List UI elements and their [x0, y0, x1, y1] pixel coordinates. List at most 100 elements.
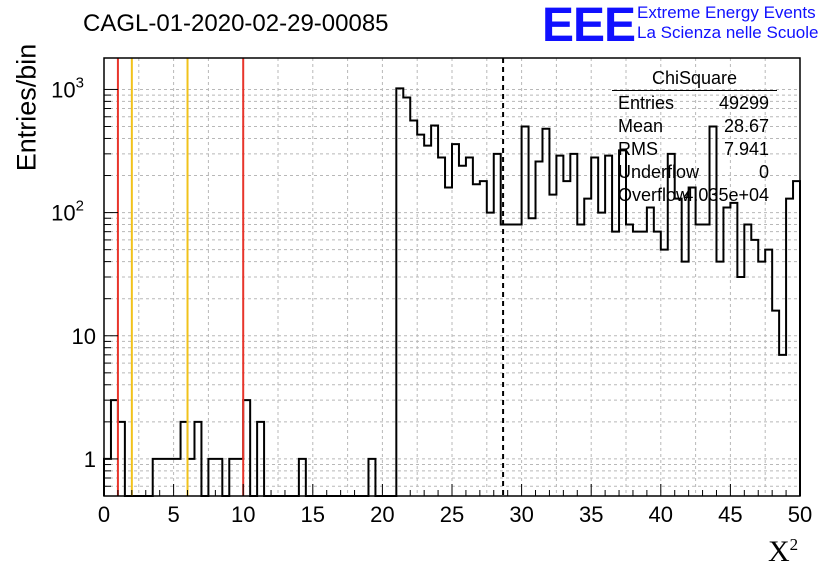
y-tick-label: 102: [51, 198, 84, 226]
histogram-bin: [563, 181, 570, 496]
histogram-bin: [696, 225, 703, 496]
stats-key: Entries: [618, 93, 675, 113]
histogram-bin: [111, 400, 118, 496]
histogram-bin: [417, 135, 424, 496]
stats-title: ChiSquare: [612, 68, 777, 91]
x-axis-label-base: X: [768, 535, 790, 568]
histogram-bin: [570, 154, 577, 496]
histogram-bin: [556, 156, 563, 496]
histogram-bin: [174, 459, 181, 496]
x-tick-label: 50: [788, 502, 812, 527]
histogram-bin: [410, 120, 417, 496]
x-tick-label: 15: [301, 502, 325, 527]
stats-key: RMS: [618, 139, 658, 159]
histogram-bin: [167, 459, 174, 496]
stats-value: 49299: [718, 93, 769, 113]
histogram-bin: [716, 262, 723, 496]
y-tick-label: 10: [72, 324, 96, 349]
histogram-bin: [577, 225, 584, 496]
stats-row-underflow: Underflow 0: [612, 162, 777, 185]
histogram-bin: [703, 225, 710, 496]
stats-value: 28.67: [723, 116, 769, 136]
histogram-bin: [549, 195, 556, 496]
histogram-bin: [744, 225, 751, 496]
histogram-bin: [786, 199, 793, 496]
histogram-bin: [515, 225, 522, 496]
histogram-bin: [737, 277, 744, 496]
x-tick-label: 35: [579, 502, 603, 527]
histogram-bin: [682, 262, 689, 496]
x-tick-label: 40: [649, 502, 673, 527]
stats-row-rms: RMS 7.941: [612, 139, 777, 162]
histogram-bin: [626, 225, 633, 496]
x-tick-label: 5: [167, 502, 179, 527]
histogram-series: [103, 87, 801, 497]
stats-box: ChiSquare Entries 49299 Mean 28.67 RMS 7…: [612, 68, 777, 208]
histogram-bin: [188, 459, 195, 496]
eee-logo: EEE: [542, 0, 636, 52]
histogram-bin: [765, 250, 772, 496]
histogram-bin: [723, 208, 730, 496]
x-tick-label: 0: [98, 502, 110, 527]
histogram-bin: [424, 146, 431, 496]
histogram-bin: [494, 154, 501, 496]
stats-row-entries: Entries 49299: [612, 93, 777, 116]
x-axis-label-sup: 2: [789, 535, 799, 554]
histogram-bin: [612, 232, 619, 496]
histogram-bin: [452, 144, 459, 496]
stats-key: Overflow: [618, 185, 690, 205]
x-tick-label: 25: [440, 502, 464, 527]
histogram-bin: [438, 158, 445, 496]
histogram-bin: [508, 225, 515, 496]
histogram-bin: [243, 400, 250, 496]
logo-line-1: Extreme Energy Events: [637, 3, 816, 22]
x-tick-label: 10: [231, 502, 255, 527]
histogram-bin: [466, 158, 473, 496]
logo-line-2: La Scienza nelle Scuole: [637, 23, 819, 42]
stats-row-overflow: Overflow 4.035e+04: [612, 185, 777, 208]
histogram-bin: [522, 127, 529, 496]
histogram-bin: [487, 213, 494, 496]
histogram-bin: [445, 187, 452, 496]
histogram-bin: [591, 158, 598, 496]
histogram-bin: [257, 422, 264, 496]
histogram-bin: [661, 250, 668, 496]
x-tick-label: 20: [370, 502, 394, 527]
histogram-bin: [542, 129, 549, 496]
histogram-bin: [229, 459, 236, 496]
histogram-bin: [793, 181, 800, 496]
histogram-bin: [654, 232, 661, 496]
histogram-bin: [751, 240, 758, 496]
histogram-bin: [299, 459, 306, 496]
histogram-bin: [675, 199, 682, 496]
histogram-bin: [536, 161, 543, 496]
stats-value: 0: [758, 162, 769, 182]
y-tick-label: 1: [84, 447, 96, 472]
stats-row-mean: Mean 28.67: [612, 116, 777, 139]
histogram-bin: [598, 213, 605, 496]
histogram-bin: [431, 125, 438, 496]
histogram-bin: [772, 311, 779, 496]
histogram-bin: [181, 422, 188, 496]
y-tick-label: 103: [51, 74, 84, 102]
histogram-bin: [529, 218, 536, 496]
stats-key: Underflow: [618, 162, 700, 182]
x-tick-label: 45: [718, 502, 742, 527]
histogram-bin: [153, 459, 160, 496]
histogram-bin: [640, 232, 647, 496]
stats-value: 4.035e+04: [683, 185, 769, 205]
stats-key: Mean: [618, 116, 664, 136]
stats-value: 7.941: [723, 139, 769, 159]
histogram-bin: [459, 166, 466, 496]
histogram-bin: [160, 459, 167, 496]
histogram-bin: [689, 187, 696, 496]
histogram-bin: [473, 184, 480, 496]
histogram-bin: [647, 208, 654, 496]
histogram-bin: [779, 355, 786, 496]
histogram-bin: [215, 459, 222, 496]
histogram-bin: [480, 181, 487, 496]
histogram-bin: [118, 422, 125, 496]
chart-title: CAGL-01-2020-02-29-00085: [83, 10, 389, 37]
histogram-bin: [403, 98, 410, 496]
